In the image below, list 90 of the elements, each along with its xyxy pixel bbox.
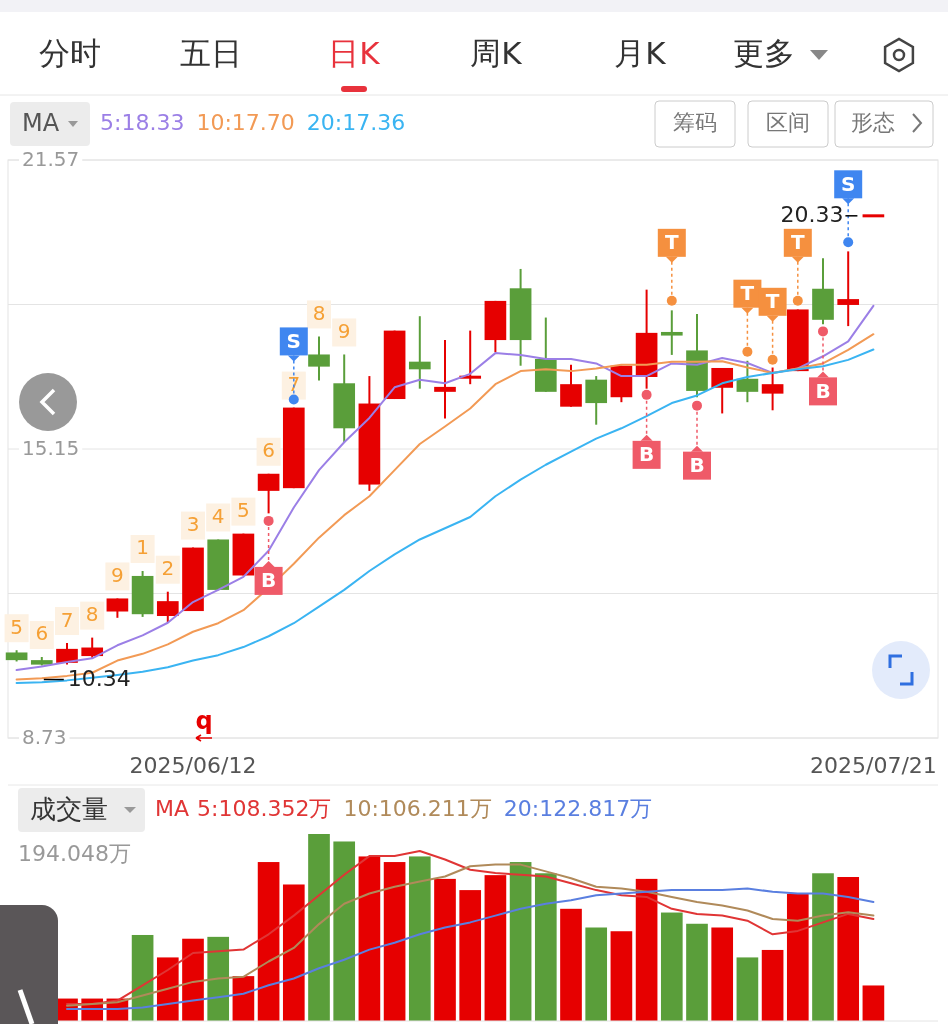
text: 9	[111, 562, 124, 587]
data-label: T	[664, 230, 679, 255]
text: 7	[60, 607, 74, 632]
candlestick	[761, 366, 784, 412]
bar	[585, 927, 608, 1021]
candlestick	[308, 335, 330, 382]
annotation: q	[195, 707, 213, 735]
bar	[610, 931, 633, 1021]
bar	[408, 856, 431, 1021]
y-tick-label: 15.15	[22, 435, 80, 460]
x-tick-label: 2025/06/12	[129, 753, 257, 778]
annotation: 194.048万	[18, 841, 131, 866]
candlestick	[837, 250, 860, 328]
data-label: B	[689, 453, 705, 478]
text: 8	[312, 300, 326, 325]
candlestick	[585, 375, 608, 426]
text: 4	[211, 503, 225, 528]
bar	[509, 862, 532, 1021]
text: 5	[237, 498, 250, 523]
bar	[812, 873, 834, 1021]
candlestick	[56, 642, 78, 666]
text: 5	[10, 614, 23, 639]
text: 更多	[733, 34, 795, 71]
bar	[484, 875, 507, 1021]
bar	[308, 834, 330, 1021]
y-tick-label: 8.73	[22, 724, 67, 749]
candlestick	[560, 363, 582, 408]
text: 5:18.33	[100, 110, 185, 135]
data-label: T	[765, 289, 780, 314]
x-tick-label: 2025/07/21	[809, 753, 937, 778]
data-label: T	[790, 230, 805, 255]
annotation: 20.33	[780, 201, 844, 227]
text: 周K	[470, 34, 523, 71]
bar	[686, 923, 708, 1021]
candlestick	[660, 309, 683, 356]
bar	[434, 878, 456, 1021]
candlestick	[156, 590, 179, 624]
text: 7	[287, 372, 301, 397]
bar	[560, 908, 582, 1021]
bar	[333, 841, 356, 1021]
text: 1	[136, 535, 149, 560]
text: 五日	[180, 34, 242, 71]
candlestick	[434, 339, 456, 420]
data-label: B	[815, 378, 831, 403]
bar	[459, 890, 482, 1021]
bar	[534, 873, 557, 1021]
text: 5:108.352万	[197, 796, 332, 821]
text: 形态	[851, 110, 895, 135]
text: 6	[35, 621, 49, 646]
data-label: B	[260, 568, 277, 593]
candlestick	[736, 359, 759, 404]
candlestick	[257, 472, 280, 515]
candlestick	[106, 597, 129, 619]
data-label: B	[638, 442, 655, 467]
data-label: T	[740, 281, 755, 306]
bar	[383, 862, 406, 1021]
bar	[660, 912, 683, 1021]
bar	[761, 949, 784, 1021]
chart-title: 成交量	[30, 793, 108, 824]
legend-title: MA	[155, 796, 190, 821]
text: 9	[337, 318, 351, 343]
text: 筹码	[673, 110, 717, 135]
text: 8	[85, 602, 99, 627]
text: 日K	[328, 34, 381, 71]
text: 3	[186, 512, 200, 537]
series-label: 10:106.211万	[343, 796, 492, 821]
bar	[282, 884, 305, 1021]
bar	[837, 877, 860, 1021]
bar	[862, 985, 885, 1021]
bar	[207, 936, 230, 1021]
text: 区间	[766, 110, 810, 135]
data-label: S	[286, 328, 301, 353]
text: 月K	[614, 34, 667, 71]
bar	[257, 862, 280, 1021]
text: 6	[262, 438, 275, 463]
text: 2	[161, 556, 175, 581]
bar	[711, 927, 734, 1021]
text: 20:17.36	[306, 110, 406, 135]
legend-title: MA	[22, 109, 60, 137]
bar	[635, 878, 658, 1021]
bar	[358, 856, 381, 1021]
data-label: S	[841, 171, 856, 196]
bar	[182, 938, 204, 1021]
candlestick	[408, 315, 431, 390]
y-tick-label: 21.57	[22, 146, 80, 171]
bar	[786, 893, 809, 1021]
bar	[736, 957, 759, 1021]
text: 分时	[39, 34, 101, 71]
text: 10:17.70	[196, 110, 295, 135]
text: 20:122.817万	[503, 796, 653, 821]
